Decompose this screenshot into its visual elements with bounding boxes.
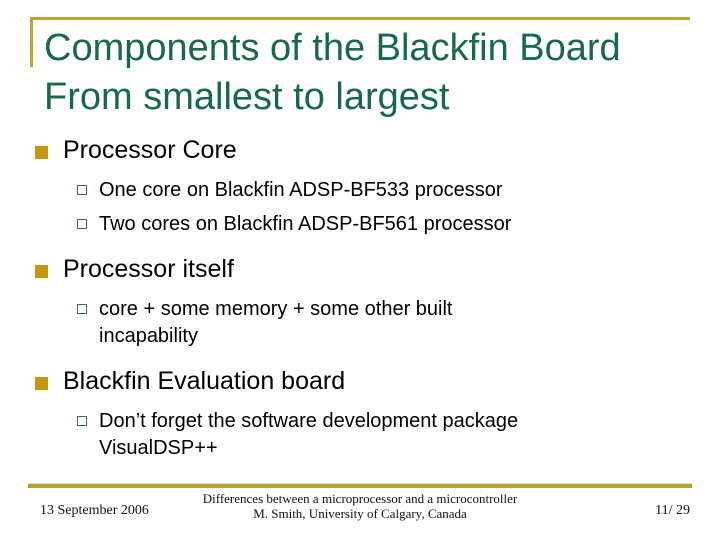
footer-caption: Differences between a microprocessor and… bbox=[0, 491, 720, 521]
bullet-item-level2: One core on Blackfin ADSP-BF533 processo… bbox=[0, 177, 700, 204]
footer-gold-rule bbox=[28, 483, 692, 488]
square-bullet-icon bbox=[35, 265, 48, 278]
footer-caption-line1: Differences between a microprocessor and… bbox=[202, 491, 518, 506]
level2-text-line: VisualDSP++ bbox=[99, 437, 218, 459]
level1-heading: Processor Core bbox=[63, 136, 237, 164]
footer-caption-line2: M. Smith, University of Calgary, Canada bbox=[253, 506, 467, 521]
level2-text: One core on Blackfin ADSP-BF533 processo… bbox=[99, 177, 503, 204]
slide-title-line1: Components of the Blackfin Board bbox=[44, 27, 621, 69]
level2-text: Don’t forget the software development pa… bbox=[99, 408, 518, 462]
top-gold-rule bbox=[30, 17, 690, 20]
slide-body: Processor Core One core on Blackfin ADSP… bbox=[0, 130, 700, 462]
bullet-item-level1: Blackfin Evaluation board bbox=[0, 366, 700, 396]
hollow-square-bullet-icon bbox=[77, 219, 87, 229]
level1-heading: Processor itself bbox=[63, 255, 234, 283]
level2-text-line: incapability bbox=[99, 325, 198, 347]
level2-text: Two cores on Blackfin ADSP-BF561 process… bbox=[99, 211, 511, 238]
level2-text: core + some memory + some other built in… bbox=[99, 296, 452, 350]
bullet-item-level2: Don’t forget the software development pa… bbox=[0, 408, 700, 462]
square-bullet-icon bbox=[35, 146, 48, 159]
level2-text-line: Two cores on Blackfin ADSP-BF561 process… bbox=[99, 213, 512, 235]
left-gold-rule bbox=[30, 17, 33, 67]
hollow-square-bullet-icon bbox=[77, 416, 87, 426]
footer-page-number: 11/ 29 bbox=[655, 503, 690, 518]
level1-heading: Blackfin Evaluation board bbox=[63, 367, 346, 395]
bullet-item-level2: core + some memory + some other built in… bbox=[0, 296, 700, 350]
square-bullet-icon bbox=[35, 377, 48, 390]
level2-text-line: Don’t forget the software development pa… bbox=[99, 410, 519, 432]
bullet-item-level2: Two cores on Blackfin ADSP-BF561 process… bbox=[0, 211, 700, 238]
slide-title: Components of the Blackfin Board From sm… bbox=[44, 24, 621, 122]
bullet-item-level1: Processor Core bbox=[0, 135, 700, 165]
hollow-square-bullet-icon bbox=[77, 304, 87, 314]
hollow-square-bullet-icon bbox=[77, 185, 87, 195]
level2-text-line: One core on Blackfin ADSP-BF533 processo… bbox=[99, 179, 503, 201]
slide-title-line2: From smallest to largest bbox=[44, 76, 450, 118]
footer-date: 13 September 2006 bbox=[40, 503, 149, 518]
bullet-item-level1: Processor itself bbox=[0, 254, 700, 284]
level2-text-line: core + some memory + some other built bbox=[99, 298, 453, 320]
